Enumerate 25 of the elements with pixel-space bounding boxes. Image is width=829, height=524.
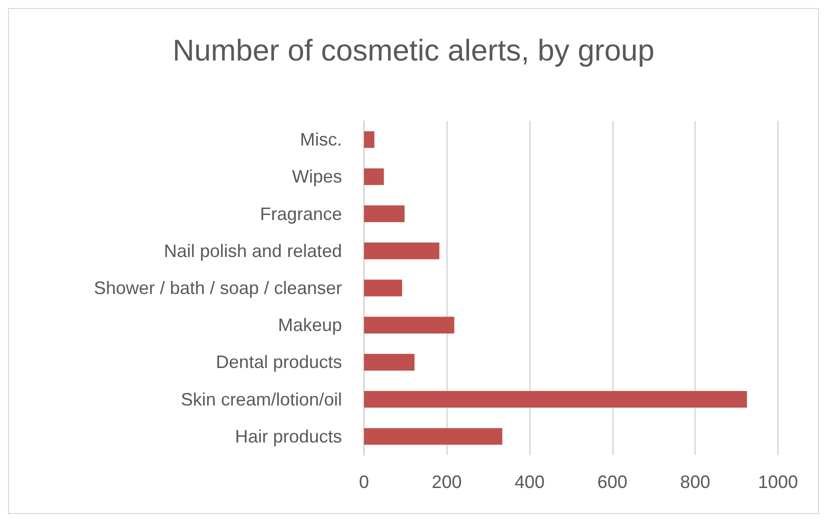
chart-title: Number of cosmetic alerts, by group bbox=[172, 34, 654, 68]
x-tick-label: 1000 bbox=[758, 472, 798, 492]
bar bbox=[364, 280, 402, 296]
x-tick-label: 0 bbox=[358, 472, 370, 492]
y-tick-label: Shower / bath / soap / cleanser bbox=[94, 278, 342, 298]
bar bbox=[364, 316, 454, 334]
x-tick-label: 600 bbox=[597, 472, 628, 492]
bar bbox=[364, 390, 747, 408]
y-tick-label: Fragrance bbox=[260, 204, 342, 224]
y-tick-label: Hair products bbox=[234, 426, 342, 446]
y-tick-label: Skin cream/lotion/oil bbox=[180, 389, 342, 410]
y-tick-label: Nail polish and related bbox=[164, 240, 342, 261]
bar bbox=[364, 131, 374, 148]
y-tick-label: Misc. bbox=[300, 130, 342, 150]
bar bbox=[364, 428, 502, 445]
bar bbox=[364, 354, 415, 371]
x-tick-label: 400 bbox=[514, 472, 545, 492]
bar bbox=[364, 168, 384, 186]
x-tick-label: 800 bbox=[680, 472, 710, 492]
bar bbox=[364, 242, 440, 260]
x-tick-label: 200 bbox=[432, 472, 462, 492]
y-tick-label: Wipes bbox=[292, 166, 342, 187]
bar bbox=[364, 205, 405, 222]
y-tick-label: Dental products bbox=[216, 352, 342, 372]
y-tick-label: Makeup bbox=[278, 315, 342, 336]
